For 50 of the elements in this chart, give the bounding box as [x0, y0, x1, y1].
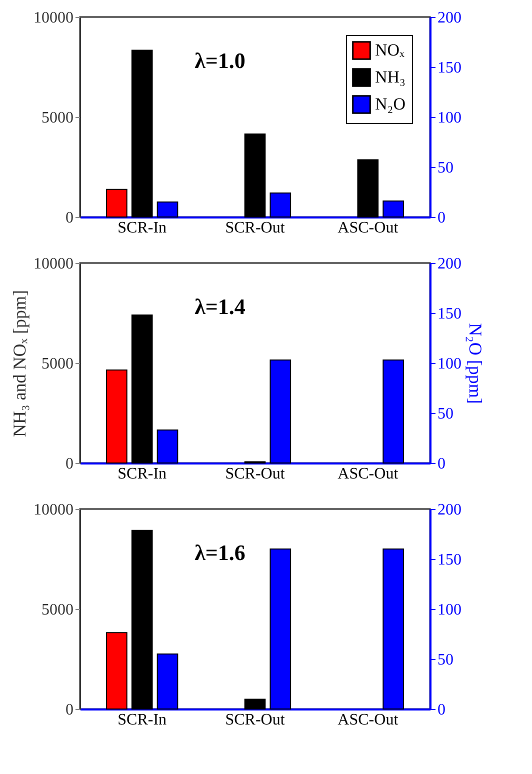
bar [106, 370, 128, 464]
bar [131, 530, 153, 710]
bar [131, 314, 153, 464]
annotation: λ=1.0 [194, 48, 246, 73]
bar [106, 188, 128, 218]
y2-tick-label: 100 [438, 602, 462, 618]
bar [244, 698, 266, 710]
annotation: λ=1.4 [194, 294, 246, 319]
y2-tick-label: 50 [438, 160, 454, 176]
y-axis-title: NH₃ and NOₓ [ppm] [10, 290, 30, 437]
annotation: λ=1.6 [194, 540, 246, 565]
bar [131, 50, 153, 218]
bar [357, 159, 379, 218]
x-tick-label: SCR-In [118, 466, 167, 482]
y-tick-label: 5000 [42, 110, 74, 126]
y-tick-label: 0 [66, 210, 74, 226]
y-tick-label: 10000 [34, 502, 74, 518]
x-tick-label: ASC-Out [338, 466, 399, 482]
x-tick-label: ASC-Out [338, 220, 399, 236]
y2-tick-label: 150 [438, 306, 462, 322]
y2-tick-label: 0 [438, 210, 446, 226]
y-tick-label: 10000 [34, 10, 74, 26]
y2-tick-label: 200 [438, 502, 462, 518]
y2-tick-label: 50 [438, 652, 454, 668]
y-tick-label: 0 [66, 702, 74, 718]
legend-label: NOₓ [375, 40, 405, 60]
x-tick-label: SCR-Out [225, 220, 286, 236]
x-tick-label: SCR-In [118, 220, 167, 236]
x-tick-label: SCR-Out [225, 712, 286, 728]
bar [106, 632, 128, 710]
x-tick-label: SCR-Out [225, 466, 286, 482]
y2-tick-label: 150 [438, 60, 462, 76]
y2-tick-label: 200 [438, 10, 462, 26]
y2-tick-label: 0 [438, 702, 446, 718]
y2-tick-label: 150 [438, 552, 462, 568]
y2-tick-label: 100 [438, 110, 462, 126]
y2-tick-label: 0 [438, 456, 446, 472]
x-tick-label: ASC-Out [338, 712, 399, 728]
y-tick-label: 0 [66, 456, 74, 472]
bar [244, 134, 266, 218]
y-tick-label: 5000 [42, 356, 74, 372]
y-tick-label: 10000 [34, 256, 74, 272]
legend-label: N₂O [375, 94, 406, 114]
y-tick-label: 5000 [42, 602, 74, 618]
y2-tick-label: 100 [438, 356, 462, 372]
y2-tick-label: 200 [438, 256, 462, 272]
legend-label: NH₃ [375, 68, 406, 86]
y2-tick-label: 50 [438, 406, 454, 422]
x-tick-label: SCR-In [118, 712, 167, 728]
y2-axis-title: N₂O [ppm] [466, 323, 486, 404]
